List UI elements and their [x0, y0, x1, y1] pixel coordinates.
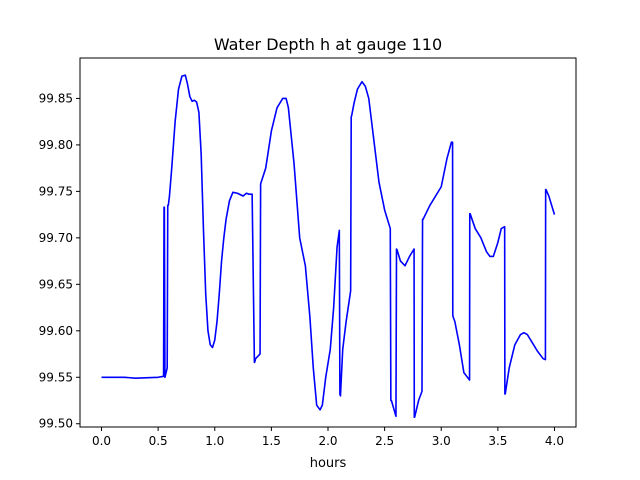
- chart-title: Water Depth h at gauge 110: [214, 35, 442, 54]
- y-tick-label: 99.65: [39, 277, 73, 291]
- x-tick-label: 4.0: [545, 434, 564, 448]
- plot-area: [101, 74, 556, 419]
- y-axis-ticks: 99.50 99.55 99.60 99.65 99.70 99.75 99.80 99.85: [39, 91, 80, 431]
- x-tick-label: 3.5: [488, 434, 507, 448]
- x-tick-label: 0.5: [149, 434, 168, 448]
- x-tick-label: 2.0: [318, 434, 337, 448]
- x-tick-label: 1.0: [205, 434, 224, 448]
- y-tick-label: 99.55: [39, 370, 73, 384]
- y-tick-label: 99.70: [39, 231, 73, 245]
- x-tick-label: 0.0: [92, 434, 111, 448]
- y-tick-label: 99.85: [39, 91, 73, 105]
- axes-frame: [79, 57, 577, 428]
- x-axis-ticks: 0.0 0.5 1.0 1.5 2.0 2.5 3.0 3.5 4.0: [92, 427, 564, 448]
- x-axis-label: hours: [310, 456, 347, 471]
- y-tick-label: 99.80: [39, 138, 73, 152]
- x-tick-label: 3.0: [432, 434, 451, 448]
- x-tick-label: 2.5: [375, 434, 394, 448]
- x-tick-label: 1.5: [262, 434, 281, 448]
- y-tick-label: 99.75: [39, 184, 73, 198]
- series-line-0: [101, 74, 556, 419]
- y-tick-label: 99.60: [39, 324, 73, 338]
- y-tick-label: 99.50: [39, 417, 73, 431]
